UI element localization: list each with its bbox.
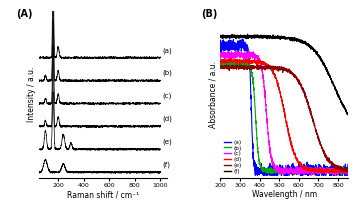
Text: (c): (c): [163, 93, 172, 99]
Y-axis label: Absorbance / a.u.: Absorbance / a.u.: [208, 61, 218, 128]
X-axis label: Raman shift / cm⁻¹: Raman shift / cm⁻¹: [67, 190, 139, 199]
Text: (f): (f): [163, 162, 171, 168]
X-axis label: Wavelength / nm: Wavelength / nm: [252, 190, 317, 199]
Text: (a): (a): [163, 47, 173, 54]
Text: (A): (A): [16, 9, 33, 19]
Text: (b): (b): [163, 70, 173, 77]
Text: (d): (d): [163, 116, 173, 122]
Y-axis label: Intensity / a.u.: Intensity / a.u.: [27, 67, 36, 122]
Legend: (a), (b), (c), (d), (e), (f): (a), (b), (c), (d), (e), (f): [223, 138, 243, 175]
Text: (e): (e): [163, 139, 173, 145]
Text: (B): (B): [201, 9, 218, 19]
